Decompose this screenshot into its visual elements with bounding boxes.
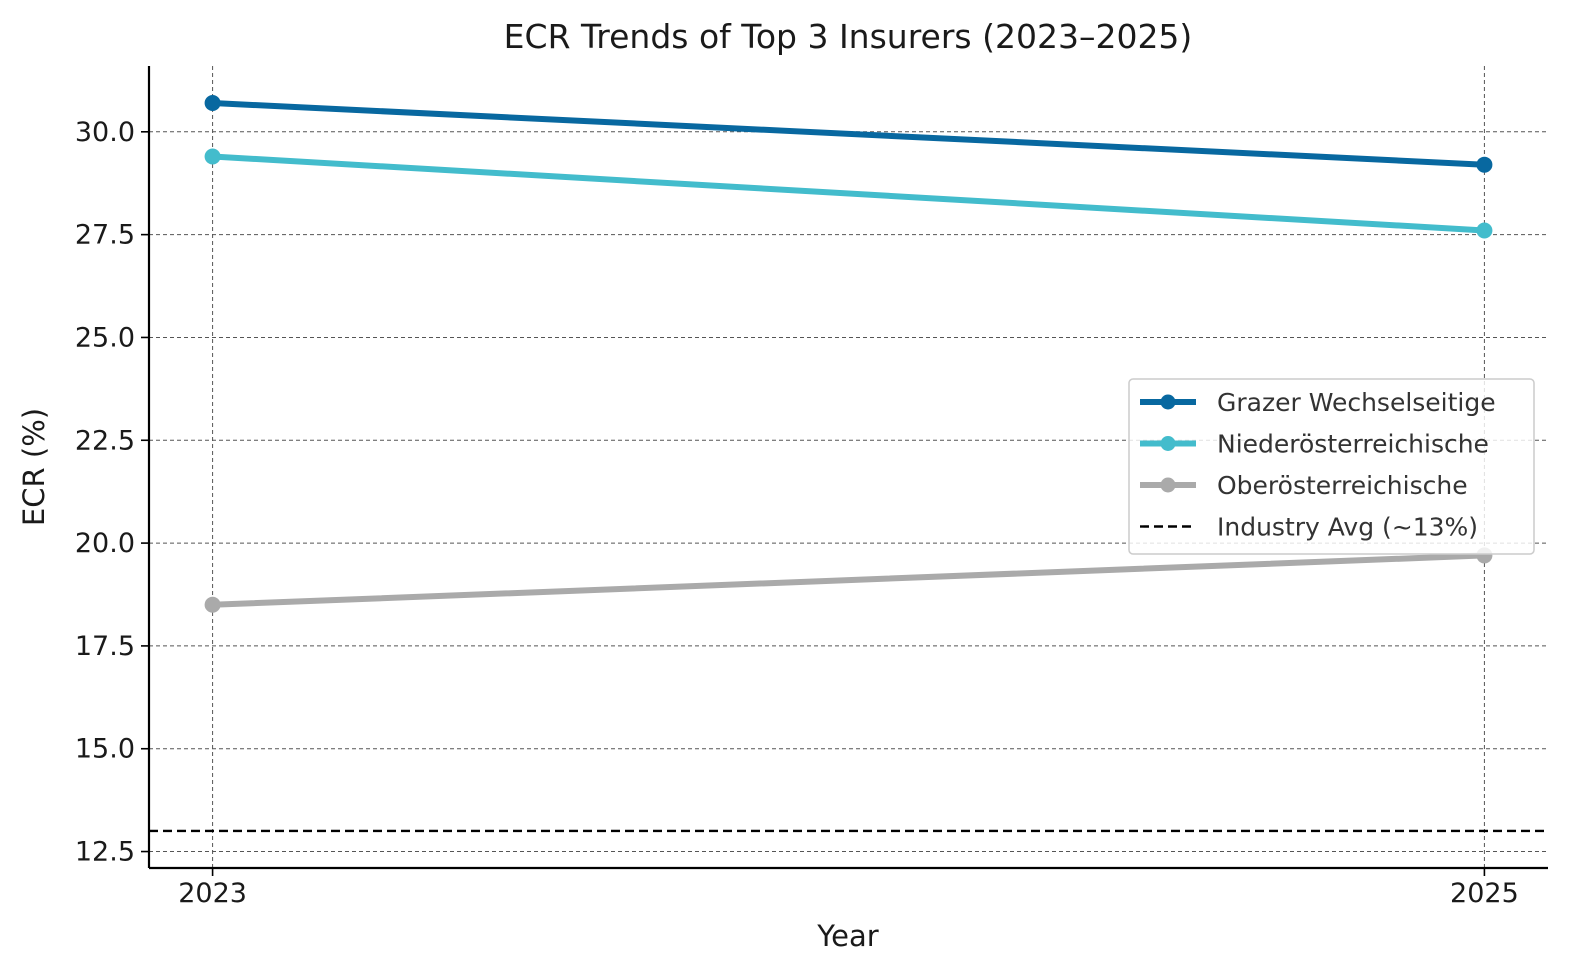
y-ticks: 12.5 15.0 17.5 20.0 22.5 25.0 27.5 30.0 [75, 117, 149, 868]
legend-marker [1160, 436, 1176, 451]
series-line-2 [209, 552, 1488, 608]
y-tick-label: 17.5 [75, 631, 135, 662]
y-tick-label: 12.5 [75, 837, 135, 868]
y-tick-label: 22.5 [75, 425, 135, 456]
series-line-1 [209, 153, 1488, 234]
legend-marker [1160, 477, 1176, 493]
chart-title: ECR Trends of Top 3 Insurers (2023–2025) [504, 17, 1193, 56]
series-line-0 [209, 100, 1488, 168]
legend-label: Niederösterreichische [1217, 430, 1489, 459]
x-axis-label: Year [816, 919, 878, 953]
x-ticks: 2023 2025 [178, 868, 1519, 909]
axes [147, 66, 1548, 870]
legend-label: Oberösterreichische [1217, 471, 1468, 500]
x-tick-label: 2025 [1450, 878, 1519, 909]
y-tick-label: 20.0 [75, 528, 135, 559]
y-tick-label: 30.0 [75, 117, 135, 148]
y-tick-label: 27.5 [75, 220, 135, 251]
data-point [204, 95, 221, 112]
legend: Grazer Wechselseitige Niederösterreichisc… [1128, 378, 1535, 555]
data-point [1476, 222, 1493, 239]
legend-box [1128, 378, 1535, 555]
legend-marker [1160, 394, 1176, 410]
legend-label: Grazer Wechselseitige [1217, 388, 1496, 417]
x-tick-label: 2023 [178, 878, 247, 909]
series-lines [204, 95, 1493, 613]
data-point [204, 596, 221, 613]
data-point [204, 148, 221, 165]
y-axis-label: ECR (%) [17, 408, 51, 526]
data-point [1476, 156, 1493, 173]
legend-label: Industry Avg (~13%) [1217, 513, 1478, 542]
y-tick-label: 15.0 [75, 734, 135, 765]
y-tick-label: 25.0 [75, 322, 135, 353]
